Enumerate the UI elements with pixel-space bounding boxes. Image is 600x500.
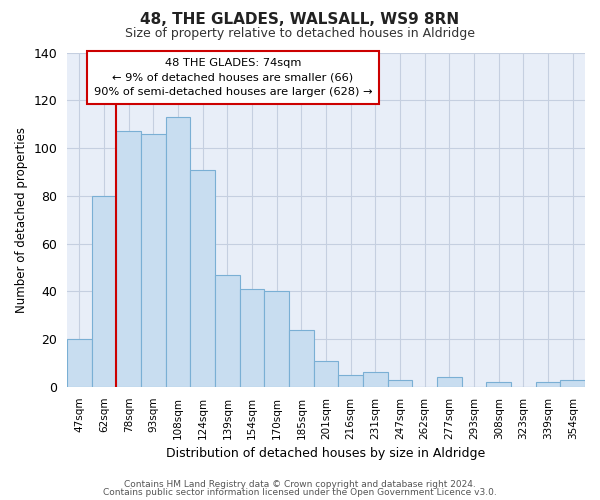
Bar [437,378,462,387]
Bar [536,382,560,387]
Text: Contains public sector information licensed under the Open Government Licence v3: Contains public sector information licen… [103,488,497,497]
Bar [314,360,338,387]
Bar [338,375,363,387]
Bar [289,330,314,387]
Bar [363,372,388,387]
Bar [141,134,166,387]
Bar [388,380,412,387]
Bar [487,382,511,387]
Bar [560,380,585,387]
Bar [265,292,289,387]
Text: 48, THE GLADES, WALSALL, WS9 8RN: 48, THE GLADES, WALSALL, WS9 8RN [140,12,460,28]
Bar [215,274,240,387]
X-axis label: Distribution of detached houses by size in Aldridge: Distribution of detached houses by size … [166,447,486,460]
Bar [67,339,92,387]
Bar [166,117,190,387]
Y-axis label: Number of detached properties: Number of detached properties [15,126,28,312]
Bar [116,132,141,387]
Text: Contains HM Land Registry data © Crown copyright and database right 2024.: Contains HM Land Registry data © Crown c… [124,480,476,489]
Text: Size of property relative to detached houses in Aldridge: Size of property relative to detached ho… [125,28,475,40]
Bar [92,196,116,387]
Bar [190,170,215,387]
Bar [240,289,265,387]
Text: 48 THE GLADES: 74sqm
← 9% of detached houses are smaller (66)
90% of semi-detach: 48 THE GLADES: 74sqm ← 9% of detached ho… [94,58,372,97]
